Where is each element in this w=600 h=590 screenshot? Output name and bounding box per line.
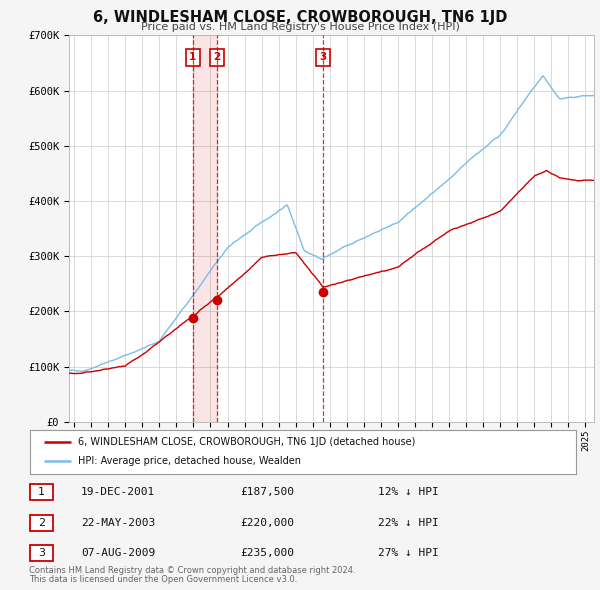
Text: This data is licensed under the Open Government Licence v3.0.: This data is licensed under the Open Gov… — [29, 575, 297, 584]
FancyBboxPatch shape — [30, 546, 53, 561]
FancyBboxPatch shape — [30, 515, 53, 530]
Bar — [193, 35, 217, 422]
Text: £220,000: £220,000 — [240, 518, 294, 527]
Text: Price paid vs. HM Land Registry's House Price Index (HPI): Price paid vs. HM Land Registry's House … — [140, 22, 460, 32]
Text: 07-AUG-2009: 07-AUG-2009 — [81, 549, 155, 558]
Text: 3: 3 — [38, 549, 45, 558]
Text: 22-MAY-2003: 22-MAY-2003 — [81, 518, 155, 527]
Text: 1: 1 — [189, 53, 197, 63]
Text: Contains HM Land Registry data © Crown copyright and database right 2024.: Contains HM Land Registry data © Crown c… — [29, 566, 355, 575]
Text: HPI: Average price, detached house, Wealden: HPI: Average price, detached house, Weal… — [78, 457, 301, 466]
Text: 2: 2 — [38, 518, 45, 527]
Text: 1: 1 — [38, 487, 45, 497]
Text: 22% ↓ HPI: 22% ↓ HPI — [378, 518, 439, 527]
Text: £187,500: £187,500 — [240, 487, 294, 497]
Text: 12% ↓ HPI: 12% ↓ HPI — [378, 487, 439, 497]
Text: 19-DEC-2001: 19-DEC-2001 — [81, 487, 155, 497]
Text: £235,000: £235,000 — [240, 549, 294, 558]
FancyBboxPatch shape — [30, 484, 53, 500]
Text: 27% ↓ HPI: 27% ↓ HPI — [378, 549, 439, 558]
Text: 2: 2 — [214, 53, 221, 63]
Text: 6, WINDLESHAM CLOSE, CROWBOROUGH, TN6 1JD: 6, WINDLESHAM CLOSE, CROWBOROUGH, TN6 1J… — [93, 10, 507, 25]
Text: 3: 3 — [319, 53, 326, 63]
Text: 6, WINDLESHAM CLOSE, CROWBOROUGH, TN6 1JD (detached house): 6, WINDLESHAM CLOSE, CROWBOROUGH, TN6 1J… — [78, 437, 415, 447]
